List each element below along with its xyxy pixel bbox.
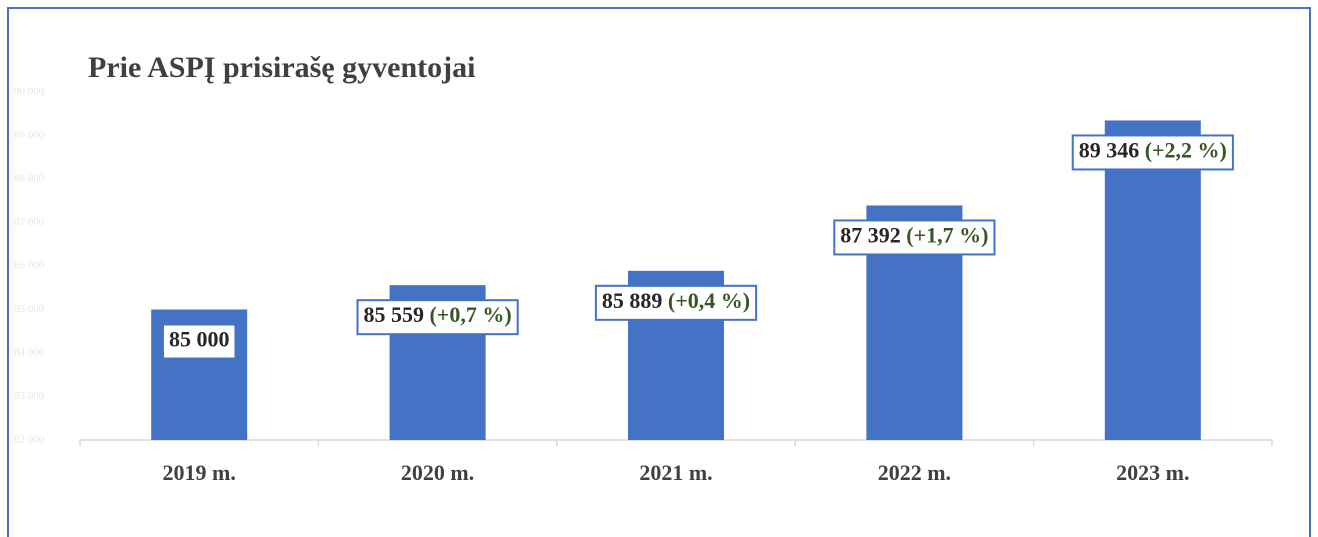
x-tick-label: 2022 m. <box>878 460 951 485</box>
chart-title: Prie ASPĮ prisirašę gyventojai <box>88 51 475 84</box>
x-tick-label: 2021 m. <box>639 460 712 485</box>
data-label-box <box>161 323 237 360</box>
value-label: 85 000 <box>169 327 230 352</box>
data-label-text: 85 559 (+0,7 %) <box>363 302 511 327</box>
bar <box>1104 120 1201 440</box>
y-tick-label: 83 000 <box>14 390 45 402</box>
data-label: 89 346 (+2,2 %) <box>1071 134 1234 171</box>
change-label: (+1,7 %) <box>906 222 988 247</box>
data-label-box <box>594 284 758 321</box>
change-label: (+0,7 %) <box>429 302 511 327</box>
data-label-box <box>833 219 996 256</box>
data-label: 87 392 (+1,7 %) <box>833 219 996 256</box>
x-tick-label: 2019 m. <box>163 460 236 485</box>
value-label: 85 889 <box>602 288 663 313</box>
data-label-text: 89 346 (+2,2 %) <box>1079 137 1227 162</box>
y-tick-label: 82 000 <box>14 434 45 446</box>
data-label: 85 000 <box>161 323 237 360</box>
y-tick-label: 88 000 <box>14 173 45 185</box>
value-label: 87 392 <box>840 222 901 247</box>
data-label-text: 87 392 (+1,7 %) <box>840 222 988 247</box>
data-label-box <box>1071 134 1234 171</box>
y-tick-label: 85 000 <box>14 303 45 315</box>
data-label-text: 85 889 (+0,4 %) <box>602 288 750 313</box>
change-label: (+0,4 %) <box>668 288 750 313</box>
y-tick-label: 89 000 <box>14 129 45 141</box>
data-label-text: 85 000 <box>169 327 230 352</box>
value-label: 85 559 <box>363 302 424 327</box>
y-tick-label: 87 000 <box>14 216 45 228</box>
data-label: 85 889 (+0,4 %) <box>594 284 758 321</box>
y-tick-label: 90 000 <box>14 86 45 98</box>
change-label: (+2,2 %) <box>1145 137 1227 162</box>
data-label: 85 559 (+0,7 %) <box>356 299 519 336</box>
y-tick-label: 86 000 <box>14 260 45 272</box>
value-label: 89 346 <box>1079 137 1140 162</box>
y-tick-label: 84 000 <box>14 347 45 359</box>
data-label-box <box>356 299 519 336</box>
x-tick-label: 2020 m. <box>401 460 474 485</box>
x-tick-label: 2023 m. <box>1116 460 1189 485</box>
